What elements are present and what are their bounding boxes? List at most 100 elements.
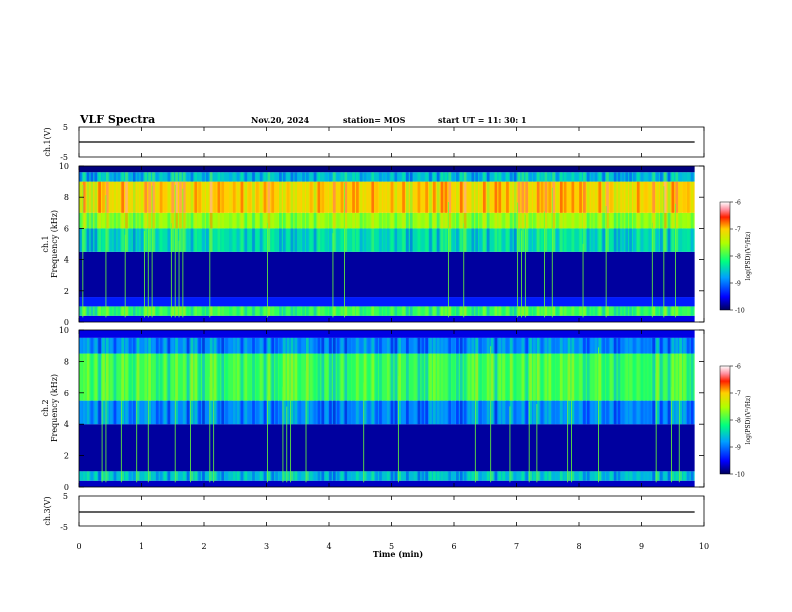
ch1-spectrogram-texture: [413, 212, 417, 229]
ch2-spectrogram-texture: [379, 400, 382, 425]
ch2-spectrogram-texture: [394, 337, 398, 354]
ch2-spectrogram-texture: [406, 353, 409, 401]
ch1-spectrogram-texture: [667, 172, 671, 182]
ch1-spectrogram-texture: [113, 306, 117, 316]
ch2-spectrogram-texture: [456, 400, 459, 425]
ch1-spectrogram-texture: [402, 172, 405, 182]
ch2-spectrogram-texture: [644, 400, 648, 425]
ch2-spectrogram-texture: [109, 471, 113, 481]
ch1-spectrogram-texture: [606, 306, 609, 316]
ch1-spectrogram-texture: [194, 212, 198, 229]
ch1-spectrogram-texture: [432, 228, 436, 252]
ch1-spectrogram-texture: [586, 181, 590, 213]
ch1-spectrogram-texture: [690, 306, 694, 316]
ch1-spectrogram-texture: [683, 306, 686, 316]
ch2-spectrogram-texture: [348, 337, 352, 354]
ch2-spectrogram-texture: [671, 471, 675, 481]
ch2-spectrogram-texture: [117, 400, 121, 425]
ch1-spectrogram-texture: [556, 172, 559, 182]
ch1-spectrogram-texture: [352, 172, 355, 182]
ch2-spectrogram-texture: [344, 337, 348, 354]
ch2-spectrogram-texture: [363, 400, 367, 425]
ch1-spectrogram-texture: [259, 172, 263, 182]
ch1-spectrogram-texture: [348, 212, 352, 229]
ch1-spectrogram-texture: [471, 212, 475, 229]
ch1-spectrogram-texture: [509, 228, 513, 252]
ch2-spectrogram-texture: [113, 471, 117, 481]
ch1-spectrogram-texture: [398, 306, 402, 316]
ch2-spectrogram-texture: [294, 471, 298, 481]
ch2-spectrogram-texture: [286, 400, 290, 425]
ch2-spectrogram-texture: [617, 400, 621, 425]
ch1-spectrogram-texture: [517, 172, 521, 182]
ch1-spectrogram-texture: [506, 172, 509, 182]
ch1-spectrogram-texture: [633, 306, 636, 316]
ch2-spectrogram-texture: [606, 337, 609, 354]
ch1-spectrogram-texture: [440, 172, 444, 182]
ch1-spectrogram-texture: [544, 181, 548, 213]
ch1-spectrogram-texture: [409, 181, 413, 213]
ch2-spectrogram-texture: [152, 400, 155, 425]
ch1-spectrogram-texture: [186, 228, 190, 252]
ch1-spectrogram-texture: [209, 181, 213, 213]
ch1-spectrogram-texture: [259, 306, 263, 316]
ch2-spectrogram-texture: [332, 400, 336, 425]
ch2-spectrogram-texture: [171, 471, 175, 481]
ch2-spectrogram-texture: [279, 353, 282, 401]
ch1-spectrogram-texture: [102, 306, 105, 316]
ch1-spectrogram-texture: [298, 181, 302, 213]
ch2-spectrogram-texture: [590, 400, 594, 425]
ch1-spectrogram-texture: [382, 181, 386, 213]
ch1-spectrogram-texture: [671, 181, 675, 213]
ch1-spectrogram-texture: [125, 172, 128, 182]
ch1-spectrogram-texture: [202, 306, 205, 316]
ch2-colorbar: [719, 365, 731, 475]
ch1-spectrogram-texture: [586, 172, 590, 182]
ch1-spectrogram-texture: [336, 212, 340, 229]
ch1-spectrogram-texture: [263, 306, 267, 316]
ch1-spectrogram-texture: [348, 172, 352, 182]
ch2-spectrogram-texture: [375, 471, 378, 481]
ch1-spectrogram-texture: [105, 181, 109, 213]
ch1-spectrogram-texture: [186, 172, 190, 182]
ch2-spectrogram-texture: [271, 337, 275, 354]
ch2-spectrogram-texture: [571, 353, 575, 401]
ch1-spectrogram-texture: [548, 306, 552, 316]
ch2-spectrogram-texture: [571, 400, 575, 425]
ch1-spectrogram-texture: [467, 212, 471, 229]
ch2-spectrogram-texture: [409, 337, 413, 354]
ch2-spectrogram-texture: [359, 400, 363, 425]
ch2-spectrogram-texture: [506, 471, 509, 481]
ch1-spectrogram-texture: [625, 172, 629, 182]
ch1-spectrogram-texture: [463, 306, 467, 316]
ch1-spectrogram-texture: [440, 181, 444, 213]
ch1-spectrogram-texture: [640, 228, 644, 252]
ch1-spectrogram-texture: [386, 181, 390, 213]
ch1-spectrogram-texture: [225, 181, 228, 213]
ch1-spectrogram-texture: [640, 172, 644, 182]
ch1-spectrogram-texture: [171, 172, 175, 182]
ch1-spectrogram-texture: [382, 306, 386, 316]
ch1-spectrogram-texture: [290, 172, 294, 182]
ch2-spectrogram-texture: [82, 353, 86, 401]
ch1-spectrogram-texture: [452, 212, 455, 229]
ch1-spectrogram-texture: [567, 228, 571, 252]
ch1-spectrogram-texture: [152, 228, 155, 252]
ch3-waveform-frame: [78, 495, 705, 527]
ch1-spectrogram-texture: [421, 212, 425, 229]
ch2-spectrogram-texture: [136, 471, 140, 481]
ch2-spectrogram-texture: [521, 471, 525, 481]
ch2-spectrogram-texture: [463, 400, 467, 425]
ch1-spectrogram-texture: [340, 228, 344, 252]
ch2-spectrogram-texture: [517, 471, 521, 481]
ch1-spectrogram-texture: [667, 228, 671, 252]
ch1-spectrogram-texture: [271, 181, 275, 213]
ch1-spectrogram-texture: [444, 212, 448, 229]
ch2-spectrogram-texture: [140, 337, 144, 354]
ch1-spectrogram-texture: [421, 306, 425, 316]
ch1-spectrogram-texture: [86, 306, 90, 316]
ch1-spectrogram-texture: [136, 181, 140, 213]
ch2-spectrogram-texture: [236, 353, 240, 401]
ch2-spectrogram-texture: [556, 337, 559, 354]
